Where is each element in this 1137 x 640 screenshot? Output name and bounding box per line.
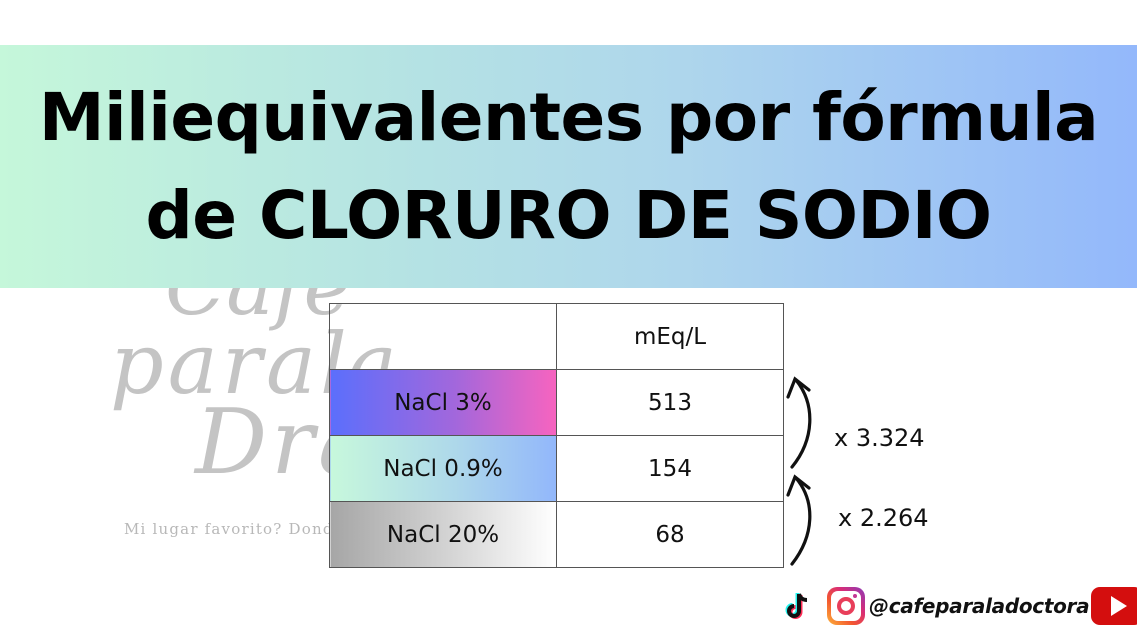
table-header-row: mEq/L (329, 303, 784, 370)
watermark-tagline: Mi lugar favorito? Donde (124, 520, 344, 538)
curved-arrow-up-icon (786, 474, 812, 566)
title-line-2: de CLORURO DE SODIO (145, 176, 993, 254)
title-line-1: Miliequivalentes por fórmula (38, 78, 1099, 156)
title-banner: Miliequivalentes por fórmula de CLORURO … (0, 45, 1137, 288)
row-label: NaCl 20% (329, 501, 557, 568)
row-label: NaCl 0.9% (329, 435, 557, 502)
table-header-cell (329, 303, 557, 370)
table-row: NaCl 0.9% 154 (329, 435, 784, 502)
table-row: NaCl 3% 513 (329, 369, 784, 436)
row-value: 513 (556, 369, 784, 436)
watermark-word: para (110, 315, 321, 413)
social-bar: @cafeparaladoctora (783, 586, 1137, 626)
curved-arrows (786, 376, 812, 566)
row-label: NaCl 3% (329, 369, 557, 436)
curved-arrow-up-icon (786, 376, 812, 469)
youtube-icon[interactable] (1091, 587, 1137, 625)
social-handle[interactable]: @cafeparaladoctora (869, 594, 1090, 618)
meq-table: mEq/L NaCl 3% 513 NaCl 0.9% 154 NaCl 20%… (329, 303, 784, 568)
table-row: NaCl 20% 68 (329, 501, 784, 568)
multiplier-label: x 3.324 (834, 424, 925, 452)
row-value: 68 (556, 501, 784, 568)
table-header-cell: mEq/L (556, 303, 784, 370)
instagram-icon[interactable] (827, 587, 865, 625)
row-value: 154 (556, 435, 784, 502)
tiktok-icon[interactable] (783, 589, 813, 623)
multiplier-label: x 2.264 (838, 504, 929, 532)
